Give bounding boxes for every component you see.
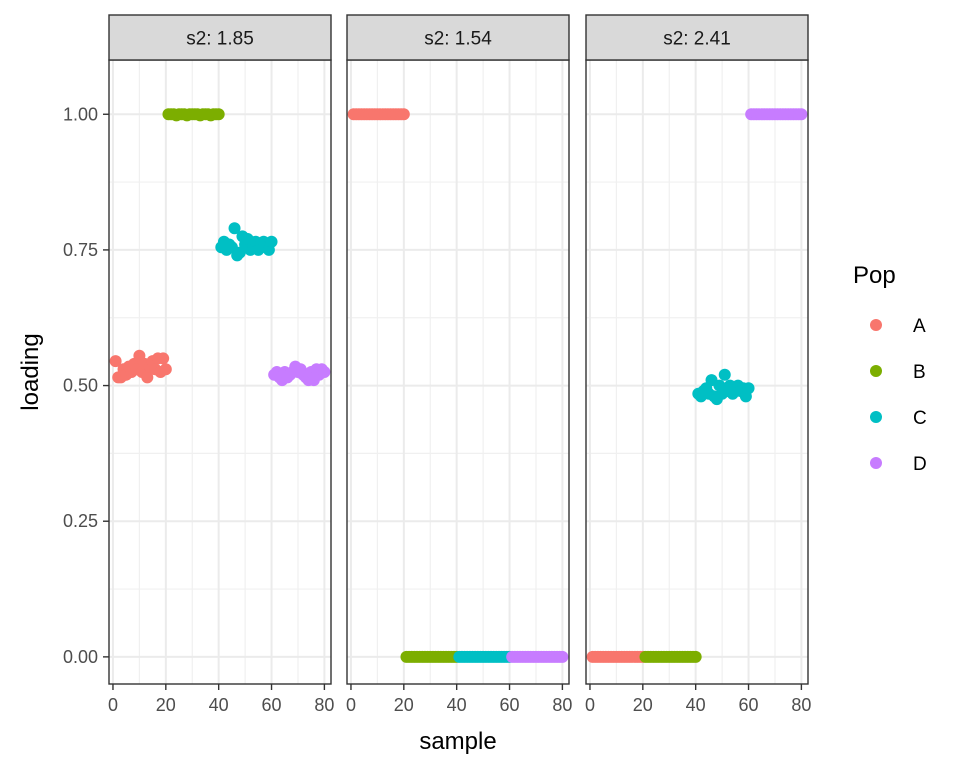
legend-label-A: A (913, 316, 926, 337)
legend-label-C: C (913, 408, 927, 429)
strip-background (346, 14, 570, 61)
x-tick-label: 20 (156, 695, 176, 715)
legend-item-A: A (870, 316, 926, 337)
legend-item-D: D (870, 454, 927, 475)
x-tick-label: 60 (262, 695, 282, 715)
panel-1: s2: 1.85 (108, 14, 332, 685)
x-tick-label: 80 (314, 695, 334, 715)
data-point-A (109, 355, 122, 368)
data-point-D (556, 650, 569, 663)
panels-layer: s2: 1.85 s2: 1.54 s2: 2.41 (108, 14, 809, 685)
x-tick-label: 80 (791, 695, 811, 715)
x-tick-label: 60 (500, 695, 520, 715)
strip-label: s2: 2.41 (663, 29, 731, 50)
x-tick-label: 60 (739, 695, 759, 715)
x-tick-label: 40 (209, 695, 229, 715)
panel-3: s2: 2.41 (585, 14, 809, 685)
data-point-C (265, 235, 278, 248)
legend-key-D (870, 457, 882, 469)
data-point-C (718, 368, 731, 381)
strip-background (585, 14, 809, 61)
x-tick-label: 20 (633, 695, 653, 715)
data-point-D (318, 366, 331, 378)
data-point-A (159, 363, 172, 376)
data-point-C (228, 222, 241, 235)
legend-item-C: C (870, 408, 927, 429)
legend-key-C (870, 411, 882, 423)
panel-background (347, 60, 569, 684)
legend-item-B: B (870, 362, 926, 383)
x-tick-label: 40 (447, 695, 467, 715)
axes-layer: 0 20 40 60 80 0 20 40 60 80 0 20 40 60 80 0.00 0.25 0.50 0… (63, 104, 811, 715)
data-point-D (795, 108, 808, 121)
y-axis-title: loading (17, 333, 44, 410)
x-tick-label: 0 (585, 695, 595, 715)
data-point-A (141, 371, 154, 384)
legend-key-B (870, 365, 882, 377)
x-tick-label: 40 (686, 695, 706, 715)
panel-background (586, 60, 808, 684)
legend: A B C D (870, 316, 927, 475)
strip-label: s2: 1.54 (424, 29, 492, 50)
x-tick-label: 0 (108, 695, 118, 715)
data-point-A (157, 352, 170, 365)
strip-background (108, 14, 332, 61)
y-tick-label: 1.00 (63, 104, 98, 124)
x-tick-label: 80 (552, 695, 572, 715)
legend-label-D: D (913, 454, 927, 475)
panel-2: s2: 1.54 (346, 14, 570, 685)
data-point-C (742, 382, 755, 395)
x-axis-title: sample (419, 728, 496, 755)
y-tick-label: 0.00 (63, 647, 98, 667)
data-point-B (212, 108, 225, 121)
legend-label-B: B (913, 362, 926, 383)
data-point-B (689, 650, 702, 663)
y-tick-label: 0.75 (63, 240, 98, 260)
data-point-A (397, 108, 410, 121)
x-tick-label: 0 (346, 695, 356, 715)
strip-label: s2: 1.85 (186, 29, 254, 50)
y-tick-label: 0.50 (63, 376, 98, 396)
legend-title: Pop (853, 262, 896, 289)
x-tick-label: 20 (394, 695, 414, 715)
legend-key-A (870, 319, 882, 331)
y-tick-label: 0.25 (63, 511, 98, 531)
